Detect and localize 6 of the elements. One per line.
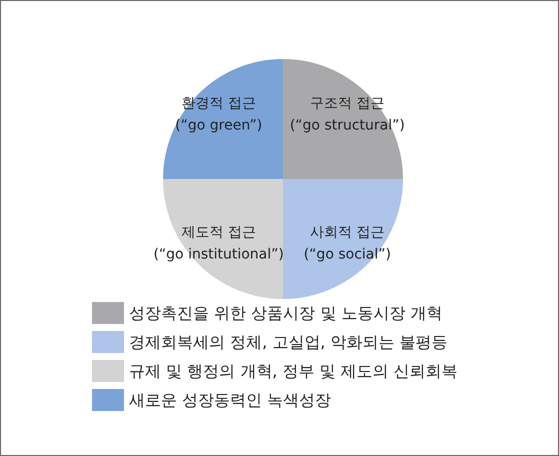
data-label: 사회적 접근 (“go social”) bbox=[304, 224, 391, 262]
legend-label: 새로운 성장동력인 녹색성장 bbox=[129, 390, 332, 410]
data-label: 제도적 접근 (“go institutional”) bbox=[153, 224, 284, 262]
legend-label: 성장촉진을 위한 상품시장 및 노동시장 개혁 bbox=[129, 304, 442, 322]
legend-label: 경제회복세의 정체, 고실업, 악화되는 불평등 bbox=[129, 332, 448, 352]
legend-label: 규제 및 행정의 개혁, 정부 및 제도의 신뢰회복 bbox=[129, 362, 458, 380]
